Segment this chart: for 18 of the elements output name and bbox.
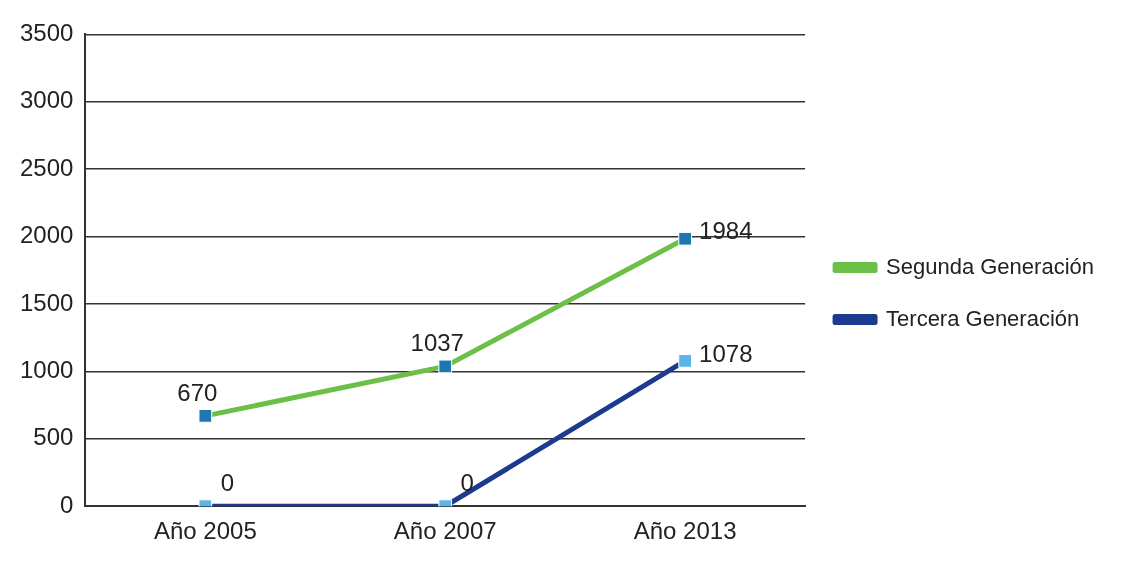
y-tick-label: 3000 xyxy=(20,86,74,114)
x-tick-label: Año 2007 xyxy=(393,517,497,545)
legend-label: Tercera Generación xyxy=(886,305,1080,331)
y-tick-label: 500 xyxy=(33,423,74,451)
data-label: 1037 xyxy=(410,329,464,357)
data-label: 0 xyxy=(220,468,235,496)
data-label: 0 xyxy=(460,468,474,496)
y-tick-label: 2500 xyxy=(20,153,74,181)
y-tick-label: 0 xyxy=(60,490,74,518)
y-tick-label: 1500 xyxy=(20,288,74,316)
data-label: 670 xyxy=(177,378,218,406)
y-tick-label: 2000 xyxy=(20,221,74,249)
y-tick-label: 3500 xyxy=(20,19,74,47)
x-tick-label: Año 2013 xyxy=(633,517,737,545)
y-tick-label: 1000 xyxy=(20,356,74,384)
x-tick-label: Año 2005 xyxy=(153,517,257,545)
data-label: 1078 xyxy=(699,339,753,367)
legend-label: Segunda Generación xyxy=(886,253,1094,279)
